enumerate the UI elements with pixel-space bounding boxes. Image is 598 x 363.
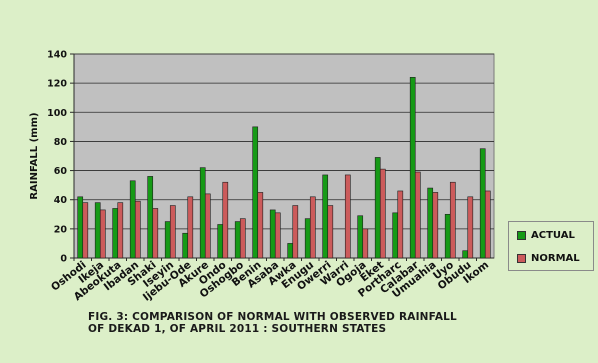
bar-normal-ogoja [363,229,368,258]
bar-actual-abeokuta [113,208,118,258]
bar-normal-ijebu-ode [188,197,193,258]
bar-actual-portharc [393,213,398,258]
chart-legend: ACTUAL NORMAL [508,221,594,271]
y-tick-label: 100 [47,108,67,119]
legend-item-normal: NORMAL [517,252,580,264]
y-tick-label: 80 [54,137,68,148]
bar-actual-calabar [410,77,415,258]
legend-label-actual: ACTUAL [531,230,575,241]
bar-normal-ondo [223,182,228,258]
bar-actual-benin [253,127,258,258]
bar-actual-oshodi [78,197,83,258]
bar-actual-obudu [463,251,468,258]
bar-normal-eket [380,169,385,258]
bar-actual-umuahia [428,188,433,258]
bar-normal-ibadan [135,201,140,258]
bar-actual-ijebu-ode [183,233,188,258]
bar-normal-ikom [485,191,490,258]
bar-actual-uyo [445,214,450,258]
bar-actual-shaki [148,176,153,258]
legend-item-actual: ACTUAL [517,229,575,241]
bar-actual-ikeja [95,203,100,258]
bar-normal-obudu [468,197,473,258]
bar-normal-owerri [328,206,333,258]
caption-line-1: FIG. 3: COMPARISON OF NORMAL WITH OBSERV… [88,311,588,323]
bar-normal-warri [345,175,350,258]
bar-actual-ibadan [130,181,135,258]
bar-actual-owerri [323,175,328,258]
legend-swatch-actual [517,231,526,240]
bar-normal-iseyin [170,206,175,258]
bar-normal-ikeja [100,210,105,258]
y-axis-title: RAINFALL (mm) [29,112,40,199]
bar-actual-ikom [480,149,485,258]
y-tick-label: 60 [54,166,68,177]
caption-line-2: OF DEKAD 1, OF APRIL 2011 : SOUTHERN STA… [88,323,588,335]
bar-normal-portharc [398,191,403,258]
bar-normal-akure [205,194,210,258]
bar-actual-ondo [218,224,223,258]
bar-normal-uyo [450,182,455,258]
bar-actual-akure [200,168,205,258]
bar-normal-oshogbo [240,219,245,258]
bar-normal-umuahia [433,192,438,258]
bar-normal-calabar [415,172,420,258]
y-tick-label: 20 [54,224,68,235]
bar-actual-iseyin [165,222,170,258]
y-tick-label: 0 [60,254,67,265]
y-tick-label: 140 [47,50,67,61]
legend-label-normal: NORMAL [531,253,580,264]
bar-actual-ogoja [358,216,363,258]
bar-normal-abeokuta [118,203,123,258]
figure-caption: FIG. 3: COMPARISON OF NORMAL WITH OBSERV… [88,311,588,335]
bar-normal-shaki [153,208,158,258]
bar-actual-awka [288,243,293,258]
bar-normal-enugu [310,197,315,258]
bar-actual-eket [375,157,380,258]
bar-actual-enugu [305,219,310,258]
y-tick-label: 40 [54,195,68,206]
bar-actual-oshogbo [235,222,240,258]
bar-normal-asaba [275,213,280,258]
legend-swatch-normal [517,254,526,263]
y-tick-label: 120 [47,79,67,90]
bar-normal-oshodi [83,203,88,258]
bar-normal-benin [258,192,263,258]
bar-normal-awka [293,206,298,258]
bar-actual-asaba [270,210,275,258]
